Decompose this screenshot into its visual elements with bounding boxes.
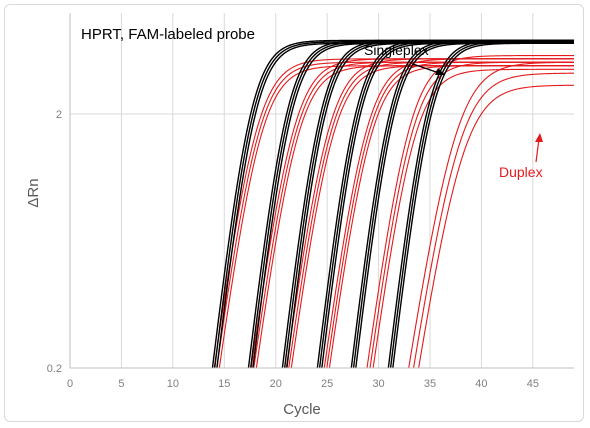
duplex-curve	[372, 68, 574, 369]
duplex-curve	[323, 58, 574, 369]
y-tick-labels: 0.22	[47, 109, 62, 375]
x-tick-label: 5	[118, 378, 124, 390]
singleplex-curve	[392, 42, 574, 369]
amplification-chart: 0 5 10 15 20 25 30 35 40 45 0.22 HPRT, FAM-labele…	[25, 13, 575, 418]
singleplex-arrow-head	[435, 68, 445, 75]
singleplex-curve	[350, 39, 574, 369]
x-tick-label: 0	[67, 378, 73, 390]
x-tick-label: 45	[527, 378, 539, 390]
x-tick-label: 25	[321, 378, 333, 390]
singleplex-curve	[387, 39, 574, 369]
singleplex-curve	[252, 42, 574, 369]
duplex-curve	[413, 72, 575, 369]
singleplex-annotation: Singleplex	[364, 42, 429, 58]
axes-layer	[69, 13, 574, 369]
x-tick-label: 40	[475, 378, 487, 390]
curves-layer	[211, 39, 575, 369]
duplex-curve	[408, 61, 574, 369]
y-tick-label: 2	[56, 109, 62, 121]
singleplex-curve	[389, 41, 574, 369]
duplex-curve	[369, 61, 574, 369]
duplex-curve	[366, 54, 574, 369]
duplex-curve	[328, 65, 574, 369]
x-tick-label: 30	[372, 378, 384, 390]
singleplex-curve	[352, 41, 574, 369]
x-tick-label: 10	[167, 378, 179, 390]
chart-title: HPRT, FAM-labeled probe	[81, 26, 255, 43]
y-axis-label: ΔRn	[25, 178, 42, 207]
x-tick-label: 15	[218, 378, 230, 390]
duplex-curve	[418, 84, 575, 369]
duplex-curve	[326, 61, 574, 369]
duplex-arrow-shaft	[535, 138, 540, 163]
chart-card: 0 5 10 15 20 25 30 35 40 45 0.2 2 HPRT, FAM-labele…	[4, 4, 584, 422]
y-tick-label: 0.2	[47, 363, 62, 375]
duplex-arrow-head	[535, 133, 543, 142]
x-tick-label: 35	[424, 378, 436, 390]
duplex-annotation: Duplex	[499, 164, 543, 180]
singleplex-curve	[247, 39, 574, 369]
x-axis-label: Cycle	[283, 401, 321, 418]
x-tick-labels: 0 5 10 15 20 25 30 35 40 45	[67, 378, 539, 390]
singleplex-arrow-shaft	[412, 63, 440, 74]
x-tick-label: 20	[270, 378, 282, 390]
